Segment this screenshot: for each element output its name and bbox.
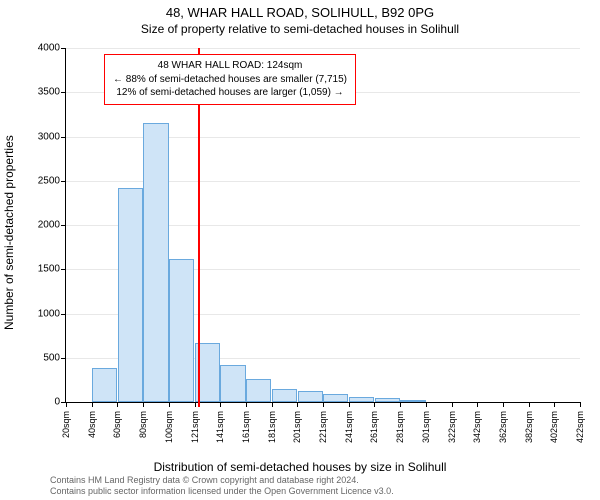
xtick-label: 121sqm xyxy=(190,409,200,443)
xtick-mark xyxy=(143,402,144,407)
xtick-mark xyxy=(349,402,350,407)
xtick-label: 241sqm xyxy=(344,409,354,443)
xtick-mark xyxy=(220,402,221,407)
xtick-mark xyxy=(272,402,273,407)
histogram-bar xyxy=(400,400,425,402)
ytick-label: 1500 xyxy=(38,264,66,275)
xtick-mark xyxy=(92,402,93,407)
xtick-mark xyxy=(426,402,427,407)
legend-box: 48 WHAR HALL ROAD: 124sqm ← 88% of semi-… xyxy=(104,54,356,105)
xtick-label: 402sqm xyxy=(549,409,559,443)
histogram-bar xyxy=(349,397,374,402)
xtick-label: 281sqm xyxy=(395,409,405,443)
y-axis-label: Number of semi-detached properties xyxy=(2,135,16,330)
page-title: 48, WHAR HALL ROAD, SOLIHULL, B92 0PG xyxy=(0,0,600,20)
xtick-mark xyxy=(66,402,67,407)
xtick-mark xyxy=(503,402,504,407)
xtick-label: 60sqm xyxy=(112,409,122,438)
xtick-mark xyxy=(477,402,478,407)
ytick-label: 3000 xyxy=(38,131,66,142)
xtick-mark xyxy=(169,402,170,407)
footnote-line-1: Contains HM Land Registry data © Crown c… xyxy=(50,475,600,486)
xtick-mark xyxy=(452,402,453,407)
xtick-mark xyxy=(529,402,530,407)
histogram-bar xyxy=(169,259,194,402)
xtick-mark xyxy=(297,402,298,407)
footnote-line-2: Contains public sector information licen… xyxy=(50,486,600,497)
ytick-label: 4000 xyxy=(38,43,66,54)
ytick-label: 1000 xyxy=(38,308,66,319)
xtick-mark xyxy=(374,402,375,407)
xtick-label: 201sqm xyxy=(292,409,302,443)
xtick-label: 20sqm xyxy=(61,409,71,438)
legend-line-1: 48 WHAR HALL ROAD: 124sqm xyxy=(113,59,347,73)
page-subtitle: Size of property relative to semi-detach… xyxy=(0,20,600,36)
ytick-label: 500 xyxy=(43,352,66,363)
plot-area: 48 WHAR HALL ROAD: 124sqm ← 88% of semi-… xyxy=(65,48,580,403)
xtick-label: 342sqm xyxy=(472,409,482,443)
xtick-label: 362sqm xyxy=(498,409,508,443)
ytick-label: 2500 xyxy=(38,175,66,186)
histogram-bar xyxy=(272,389,297,402)
histogram-bar xyxy=(220,365,245,402)
histogram-bar xyxy=(118,188,143,402)
ytick-label: 3500 xyxy=(38,87,66,98)
histogram-bar xyxy=(298,391,323,402)
histogram-bar xyxy=(92,368,117,402)
xtick-label: 382sqm xyxy=(524,409,534,443)
histogram-bar xyxy=(375,398,400,402)
xtick-mark xyxy=(246,402,247,407)
xtick-mark xyxy=(195,402,196,407)
xtick-mark xyxy=(580,402,581,407)
histogram-bar xyxy=(246,379,271,402)
xtick-label: 181sqm xyxy=(267,409,277,443)
xtick-label: 80sqm xyxy=(138,409,148,438)
xtick-label: 40sqm xyxy=(87,409,97,438)
x-axis-label: Distribution of semi-detached houses by … xyxy=(0,460,600,474)
legend-line-2: ← 88% of semi-detached houses are smalle… xyxy=(113,73,347,87)
legend-line-3: 12% of semi-detached houses are larger (… xyxy=(113,86,347,100)
xtick-label: 261sqm xyxy=(369,409,379,443)
xtick-label: 100sqm xyxy=(164,409,174,443)
xtick-mark xyxy=(554,402,555,407)
histogram-bar xyxy=(323,394,348,402)
xtick-mark xyxy=(400,402,401,407)
histogram-bar xyxy=(143,123,168,402)
xtick-label: 301sqm xyxy=(421,409,431,443)
ytick-label: 0 xyxy=(54,397,66,408)
xtick-label: 422sqm xyxy=(575,409,585,443)
xtick-mark xyxy=(323,402,324,407)
xtick-label: 322sqm xyxy=(447,409,457,443)
xtick-label: 161sqm xyxy=(241,409,251,443)
xtick-label: 221sqm xyxy=(318,409,328,443)
ytick-label: 2000 xyxy=(38,220,66,231)
xtick-label: 141sqm xyxy=(215,409,225,443)
footnote: Contains HM Land Registry data © Crown c… xyxy=(0,475,600,497)
xtick-mark xyxy=(117,402,118,407)
